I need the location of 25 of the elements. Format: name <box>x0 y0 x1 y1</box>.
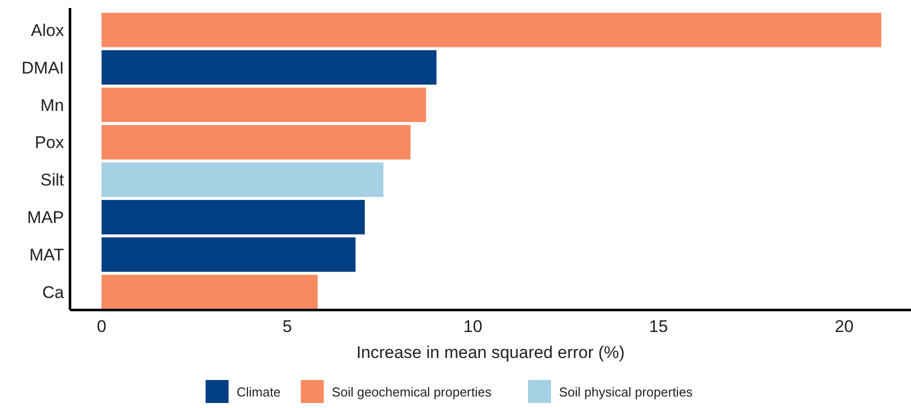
y-tick-label: Ca <box>42 282 65 302</box>
y-tick-label: Alox <box>30 20 64 40</box>
x-tick-label: 0 <box>96 317 106 336</box>
y-tick-label: MAP <box>27 208 64 228</box>
x-tick-label: 15 <box>649 317 668 336</box>
bar <box>102 200 365 234</box>
bar <box>102 50 436 85</box>
x-tick-label: 5 <box>282 317 292 336</box>
y-tick-label: Silt <box>40 170 64 190</box>
bar <box>102 12 882 48</box>
x-axis-title: Increase in mean squared error (%) <box>356 343 625 362</box>
x-tick-label: 20 <box>834 317 854 336</box>
bar <box>102 162 384 197</box>
legend-label: Climate <box>236 384 281 400</box>
bar <box>102 88 426 122</box>
bar <box>102 237 356 272</box>
y-tick-label: Mn <box>40 96 64 115</box>
y-tick-label: MAT <box>29 246 64 265</box>
legend-label: Soil geochemical properties <box>332 384 492 400</box>
y-tick-label: Pox <box>34 133 64 152</box>
bar <box>102 125 410 160</box>
bar <box>102 274 318 310</box>
x-tick-label: 10 <box>463 317 482 336</box>
y-tick-label: DMAI <box>22 58 64 78</box>
legend-label: Soil physical properties <box>559 384 694 400</box>
